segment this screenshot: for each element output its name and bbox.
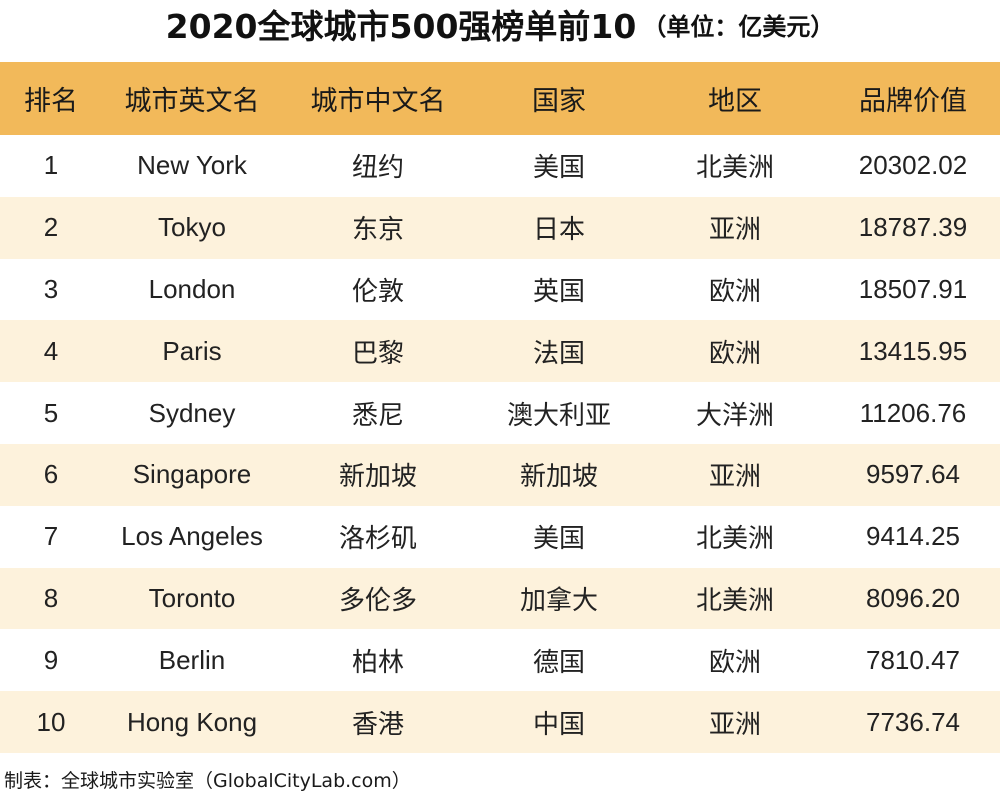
cell-english-name: Berlin <box>102 629 282 692</box>
cell-chinese-name: 伦敦 <box>282 258 474 321</box>
cell-brand-value: 18507.91 <box>826 258 1000 321</box>
header-rank: 排名 <box>0 62 102 135</box>
cell-chinese-name: 柏林 <box>282 629 474 692</box>
cell-english-name: Los Angeles <box>102 505 282 568</box>
cell-english-name: New York <box>102 135 282 197</box>
cell-rank: 8 <box>0 567 102 630</box>
cell-country: 加拿大 <box>474 567 644 630</box>
cell-english-name: Sydney <box>102 382 282 444</box>
table-row: 9 Berlin 柏林 德国 欧洲 7810.47 <box>0 629 1000 692</box>
header-country: 国家 <box>474 62 644 135</box>
cell-english-name: Tokyo <box>102 196 282 259</box>
cell-chinese-name: 多伦多 <box>282 567 474 630</box>
table-row: 4 Paris 巴黎 法国 欧洲 13415.95 <box>0 320 1000 383</box>
cell-brand-value: 7736.74 <box>826 691 1000 753</box>
page-title: 2020全球城市500强榜单前10 <box>165 7 637 46</box>
cell-country: 澳大利亚 <box>474 382 644 444</box>
cell-country: 新加坡 <box>474 443 644 506</box>
cell-rank: 4 <box>0 320 102 383</box>
unit-note: （单位：亿美元） <box>642 13 835 41</box>
cell-region: 北美洲 <box>644 567 826 630</box>
cell-english-name: Singapore <box>102 443 282 506</box>
cell-region: 亚洲 <box>644 196 826 259</box>
cell-english-name: London <box>102 258 282 321</box>
cell-brand-value: 20302.02 <box>826 135 1000 197</box>
cell-region: 北美洲 <box>644 505 826 568</box>
cell-english-name: Toronto <box>102 567 282 630</box>
cell-region: 欧洲 <box>644 258 826 321</box>
cell-country: 美国 <box>474 135 644 197</box>
cell-rank: 9 <box>0 629 102 692</box>
cell-country: 中国 <box>474 691 644 753</box>
table-row: 5 Sydney 悉尼 澳大利亚 大洋洲 11206.76 <box>0 382 1000 444</box>
table-row: 2 Tokyo 东京 日本 亚洲 18787.39 <box>0 196 1000 259</box>
cell-region: 大洋洲 <box>644 382 826 444</box>
cell-english-name: Hong Kong <box>102 691 282 753</box>
cell-chinese-name: 悉尼 <box>282 382 474 444</box>
cell-brand-value: 8096.20 <box>826 567 1000 630</box>
source-footer: 制表：全球城市实验室（GlobalCityLab.com） <box>4 770 411 792</box>
cell-brand-value: 11206.76 <box>826 382 1000 444</box>
cell-chinese-name: 东京 <box>282 196 474 259</box>
cell-chinese-name: 新加坡 <box>282 443 474 506</box>
cell-rank: 3 <box>0 258 102 321</box>
cell-rank: 6 <box>0 443 102 506</box>
header-chinese-name: 城市中文名 <box>282 62 474 135</box>
cell-brand-value: 13415.95 <box>826 320 1000 383</box>
cell-brand-value: 9414.25 <box>826 505 1000 568</box>
cell-region: 亚洲 <box>644 691 826 753</box>
table-row: 10 Hong Kong 香港 中国 亚洲 7736.74 <box>0 691 1000 753</box>
cell-brand-value: 7810.47 <box>826 629 1000 692</box>
cell-country: 美国 <box>474 505 644 568</box>
cell-region: 亚洲 <box>644 443 826 506</box>
cell-rank: 1 <box>0 135 102 197</box>
table-row: 6 Singapore 新加坡 新加坡 亚洲 9597.64 <box>0 443 1000 506</box>
header-brand-value: 品牌价值 <box>826 62 1000 135</box>
cell-brand-value: 18787.39 <box>826 196 1000 259</box>
cell-country: 法国 <box>474 320 644 383</box>
cell-rank: 5 <box>0 382 102 444</box>
cell-brand-value: 9597.64 <box>826 443 1000 506</box>
cell-rank: 7 <box>0 505 102 568</box>
header-english-name: 城市英文名 <box>102 62 282 135</box>
cell-country: 德国 <box>474 629 644 692</box>
header-region: 地区 <box>644 62 826 135</box>
cell-region: 北美洲 <box>644 135 826 197</box>
cell-chinese-name: 巴黎 <box>282 320 474 383</box>
cell-chinese-name: 纽约 <box>282 135 474 197</box>
cell-chinese-name: 洛杉矶 <box>282 505 474 568</box>
table-row: 8 Toronto 多伦多 加拿大 北美洲 8096.20 <box>0 567 1000 630</box>
cell-region: 欧洲 <box>644 320 826 383</box>
cell-country: 日本 <box>474 196 644 259</box>
cell-english-name: Paris <box>102 320 282 383</box>
table-header-row: 排名 城市英文名 城市中文名 国家 地区 品牌价值 <box>0 62 1000 135</box>
title-row: 2020全球城市500强榜单前10 （单位：亿美元） <box>0 0 1000 62</box>
table-row: 1 New York 纽约 美国 北美洲 20302.02 <box>0 135 1000 197</box>
table-row: 3 London 伦敦 英国 欧洲 18507.91 <box>0 258 1000 321</box>
cell-rank: 10 <box>0 691 102 753</box>
cell-region: 欧洲 <box>644 629 826 692</box>
table-row: 7 Los Angeles 洛杉矶 美国 北美洲 9414.25 <box>0 505 1000 568</box>
ranking-table: 排名 城市英文名 城市中文名 国家 地区 品牌价值 1 New York 纽约 … <box>0 62 1000 753</box>
cell-rank: 2 <box>0 196 102 259</box>
cell-chinese-name: 香港 <box>282 691 474 753</box>
cell-country: 英国 <box>474 258 644 321</box>
